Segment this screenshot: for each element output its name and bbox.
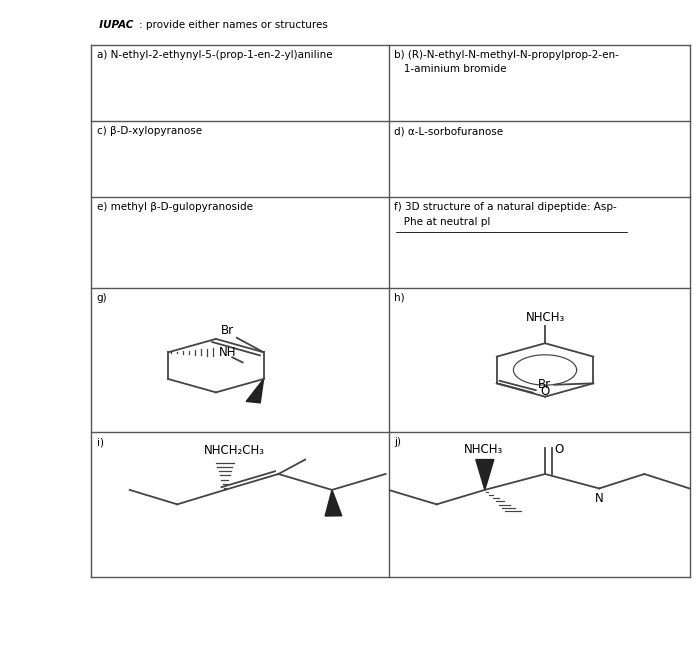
Polygon shape xyxy=(325,490,342,516)
Text: e) methyl β-D-gulopyranoside: e) methyl β-D-gulopyranoside xyxy=(97,202,253,212)
Text: i): i) xyxy=(97,437,104,448)
Text: b) (R)-N-ethyl-N-methyl-N-propylprop-2-en-
   1-aminium bromide: b) (R)-N-ethyl-N-methyl-N-propylprop-2-e… xyxy=(394,50,619,74)
Text: N: N xyxy=(595,492,603,505)
Text: f) 3D structure of a natural dipeptide: Asp-: f) 3D structure of a natural dipeptide: … xyxy=(394,202,617,212)
Polygon shape xyxy=(246,379,264,403)
Text: O: O xyxy=(540,385,550,398)
Text: c) β-D-xylopyranose: c) β-D-xylopyranose xyxy=(97,126,202,136)
Polygon shape xyxy=(476,460,494,490)
Text: Phe at neutral pI: Phe at neutral pI xyxy=(394,217,491,227)
Text: NHCH₃: NHCH₃ xyxy=(526,311,565,324)
Text: Br: Br xyxy=(220,324,234,337)
Text: NH: NH xyxy=(219,346,237,359)
Text: O: O xyxy=(554,443,564,456)
Text: NHCH₃: NHCH₃ xyxy=(464,443,503,456)
Text: d) α-L-sorbofuranose: d) α-L-sorbofuranose xyxy=(394,126,503,136)
Text: h): h) xyxy=(394,293,405,303)
Text: NHCH₂CH₃: NHCH₂CH₃ xyxy=(204,444,265,458)
Text: Br: Br xyxy=(538,378,551,391)
Text: IUPAC: IUPAC xyxy=(94,20,134,30)
Text: : provide either names or structures: : provide either names or structures xyxy=(139,20,328,30)
Text: a) N-ethyl-2-ethynyl-5-(prop-1-en-2-yl)aniline: a) N-ethyl-2-ethynyl-5-(prop-1-en-2-yl)a… xyxy=(97,50,332,60)
Text: j): j) xyxy=(394,437,401,448)
Text: g): g) xyxy=(97,293,107,303)
